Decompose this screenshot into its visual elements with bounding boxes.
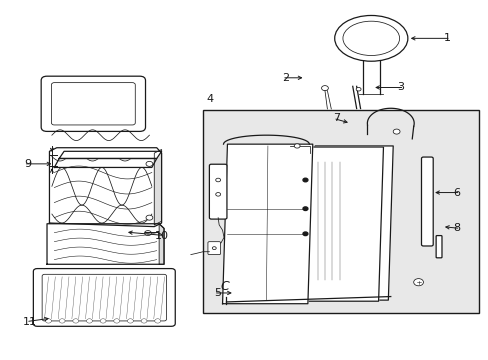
Polygon shape xyxy=(295,147,383,301)
Text: 5: 5 xyxy=(214,288,221,298)
Circle shape xyxy=(321,86,328,91)
FancyBboxPatch shape xyxy=(41,76,145,131)
FancyBboxPatch shape xyxy=(421,157,432,246)
FancyBboxPatch shape xyxy=(209,164,226,219)
Polygon shape xyxy=(222,144,312,304)
Text: 6: 6 xyxy=(452,188,459,198)
Circle shape xyxy=(212,247,216,249)
Polygon shape xyxy=(47,224,163,264)
FancyBboxPatch shape xyxy=(435,235,441,258)
Circle shape xyxy=(155,319,160,323)
Bar xyxy=(203,110,478,313)
Text: 10: 10 xyxy=(154,231,168,240)
Circle shape xyxy=(141,319,147,323)
Text: 4: 4 xyxy=(206,94,213,104)
Circle shape xyxy=(114,319,120,323)
Text: C: C xyxy=(220,280,228,293)
FancyBboxPatch shape xyxy=(33,269,175,326)
Polygon shape xyxy=(59,151,161,158)
FancyBboxPatch shape xyxy=(207,242,220,255)
Ellipse shape xyxy=(334,15,407,61)
Circle shape xyxy=(45,319,51,323)
Circle shape xyxy=(146,161,153,166)
Text: 9: 9 xyxy=(24,159,31,169)
Circle shape xyxy=(215,178,220,182)
Text: 7: 7 xyxy=(333,113,340,123)
Polygon shape xyxy=(159,224,163,264)
Circle shape xyxy=(144,230,151,235)
Circle shape xyxy=(86,319,92,323)
Circle shape xyxy=(355,87,360,91)
Polygon shape xyxy=(154,149,161,225)
Text: 8: 8 xyxy=(452,224,459,233)
Circle shape xyxy=(303,178,307,182)
Polygon shape xyxy=(49,148,161,226)
Circle shape xyxy=(294,144,300,148)
Text: 3: 3 xyxy=(396,82,403,93)
Circle shape xyxy=(146,215,153,220)
Text: 11: 11 xyxy=(23,317,37,327)
Circle shape xyxy=(215,193,220,196)
Polygon shape xyxy=(310,146,392,300)
Circle shape xyxy=(100,319,106,323)
Text: 2: 2 xyxy=(282,73,289,83)
Circle shape xyxy=(303,232,307,235)
Text: 1: 1 xyxy=(443,33,449,43)
Circle shape xyxy=(392,129,399,134)
Circle shape xyxy=(303,207,307,211)
Circle shape xyxy=(127,319,133,323)
Circle shape xyxy=(73,319,79,323)
Circle shape xyxy=(59,319,65,323)
FancyBboxPatch shape xyxy=(46,83,140,104)
Circle shape xyxy=(413,279,423,286)
